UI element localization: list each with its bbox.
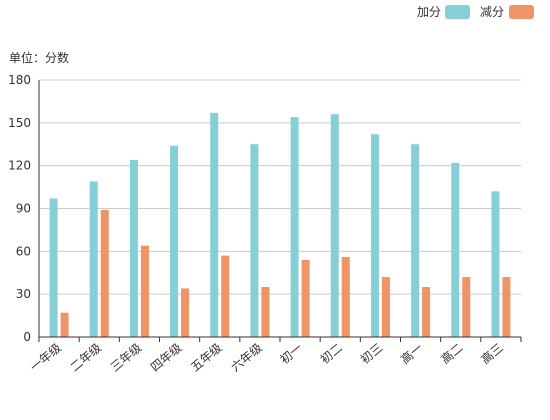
bar-series-1[interactable] bbox=[250, 144, 259, 337]
bar-series-2[interactable] bbox=[261, 287, 270, 337]
bar-series-1[interactable] bbox=[411, 144, 420, 337]
bar-series-1[interactable] bbox=[451, 162, 460, 337]
x-tick-label: 初二 bbox=[318, 341, 345, 367]
legend: 加分 减分 bbox=[417, 5, 534, 19]
x-tick-label: 高一 bbox=[397, 340, 425, 367]
bar-series-2[interactable] bbox=[221, 255, 230, 337]
y-axis-unit-label: 单位：分数 bbox=[9, 50, 69, 65]
y-tick-label: 30 bbox=[16, 287, 31, 301]
bar-series-2[interactable] bbox=[60, 312, 69, 337]
bar-series-1[interactable] bbox=[49, 198, 58, 337]
x-tick-label: 初一 bbox=[278, 341, 305, 367]
bar-series-2[interactable] bbox=[140, 245, 149, 337]
bar-series-2[interactable] bbox=[381, 277, 390, 337]
x-tick-label: 五年级 bbox=[188, 341, 225, 375]
x-tick-label: 三年级 bbox=[108, 341, 145, 375]
y-axis-ticks: 0 30 60 90 120 150 180 bbox=[8, 73, 40, 344]
x-tick-label: 高二 bbox=[438, 340, 466, 367]
x-tick-label: 初三 bbox=[358, 341, 385, 367]
x-tick-label: 四年级 bbox=[148, 341, 185, 375]
bar-series-1[interactable] bbox=[491, 191, 500, 337]
y-tick-label: 0 bbox=[23, 330, 31, 344]
bar-series-1[interactable] bbox=[89, 181, 98, 337]
bar-series-1[interactable] bbox=[210, 112, 219, 337]
bar-series-2[interactable] bbox=[502, 277, 511, 337]
x-tick-label: 二年级 bbox=[68, 341, 105, 375]
bar-series-2[interactable] bbox=[341, 257, 350, 337]
legend-label-series-1: 加分 bbox=[417, 5, 441, 19]
gridlines bbox=[39, 79, 521, 295]
bars bbox=[49, 112, 511, 338]
bar-series-1[interactable] bbox=[330, 114, 339, 338]
bar-series-1[interactable] bbox=[129, 159, 138, 337]
bar-series-2[interactable] bbox=[462, 277, 471, 337]
x-tick-label: 六年级 bbox=[228, 341, 265, 375]
x-axis bbox=[38, 336, 522, 342]
bar-series-1[interactable] bbox=[170, 145, 179, 337]
y-tick-label: 120 bbox=[8, 159, 31, 173]
bar-series-2[interactable] bbox=[181, 288, 190, 337]
x-axis-labels: 一年级 二年级 三年级 四年级 五年级 六年级 初一 初二 初三 高一 高二 高三 bbox=[27, 340, 505, 375]
bar-series-1[interactable] bbox=[290, 117, 299, 337]
y-tick-label: 90 bbox=[16, 202, 31, 216]
legend-label-series-2: 减分 bbox=[480, 5, 504, 19]
x-tick-label: 一年级 bbox=[27, 341, 64, 375]
y-tick-label: 150 bbox=[8, 116, 31, 130]
bar-series-1[interactable] bbox=[370, 134, 379, 337]
legend-swatch-series-1[interactable] bbox=[445, 5, 470, 19]
y-tick-label: 180 bbox=[8, 73, 31, 87]
legend-swatch-series-2[interactable] bbox=[509, 5, 534, 19]
bar-series-2[interactable] bbox=[100, 209, 109, 337]
bar-series-2[interactable] bbox=[301, 259, 310, 337]
bar-series-2[interactable] bbox=[422, 287, 431, 337]
y-tick-label: 60 bbox=[16, 244, 31, 258]
x-tick-label: 高三 bbox=[478, 340, 506, 367]
